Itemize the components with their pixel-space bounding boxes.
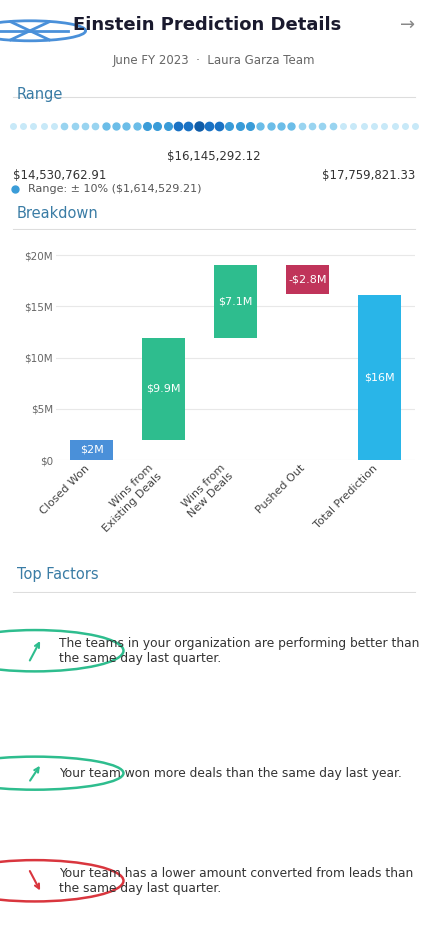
Text: $7.1M: $7.1M bbox=[218, 297, 253, 307]
Text: June FY 2023  ·  Laura Garza Team: June FY 2023 · Laura Garza Team bbox=[113, 54, 315, 67]
Text: Einstein Prediction Details: Einstein Prediction Details bbox=[73, 16, 341, 34]
Text: -$2.8M: -$2.8M bbox=[288, 275, 327, 285]
Bar bbox=[358, 295, 401, 460]
Text: $16,145,292.12: $16,145,292.12 bbox=[167, 150, 261, 162]
Bar bbox=[70, 439, 113, 460]
Text: →: → bbox=[400, 16, 415, 34]
Text: Your team won more deals than the same day last year.: Your team won more deals than the same d… bbox=[59, 766, 402, 779]
Text: $14,530,762.91: $14,530,762.91 bbox=[13, 169, 106, 182]
Text: Range: Range bbox=[17, 87, 63, 102]
Text: Top Factors: Top Factors bbox=[17, 567, 99, 582]
Bar bbox=[286, 266, 329, 294]
Text: $17,759,821.33: $17,759,821.33 bbox=[322, 169, 415, 182]
Bar bbox=[142, 338, 185, 439]
Text: Breakdown: Breakdown bbox=[17, 206, 99, 221]
Text: Range: ± 10% ($1,614,529.21): Range: ± 10% ($1,614,529.21) bbox=[28, 184, 201, 194]
Text: $2M: $2M bbox=[80, 445, 104, 454]
Bar bbox=[214, 266, 257, 338]
Text: $16M: $16M bbox=[364, 373, 395, 383]
Text: Your team has a lower amount converted from leads than the same day last quarter: Your team has a lower amount converted f… bbox=[59, 867, 413, 895]
Text: $9.9M: $9.9M bbox=[146, 384, 181, 394]
Text: The teams in your organization are performing better than the same day last quar: The teams in your organization are perfo… bbox=[59, 637, 419, 665]
